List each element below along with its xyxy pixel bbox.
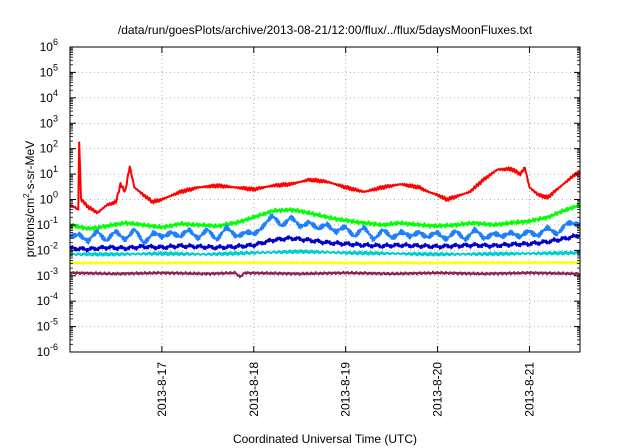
series-line-1 — [69, 141, 581, 215]
x-tick-label: 2013-8-17 — [155, 362, 169, 417]
x-tick-label: 2013-8-19 — [339, 362, 353, 417]
series-line-6 — [69, 260, 581, 265]
y-tick-label: 105 — [40, 62, 58, 79]
x-axis: 2013-8-17 2013-8-18 2013-8-19 2013-8-20 2013… — [155, 47, 536, 417]
y-tick-label: 10-4 — [37, 291, 58, 308]
series-line-2 — [69, 202, 581, 231]
y-tick-label: 103 — [40, 113, 58, 130]
series-layer — [69, 141, 581, 279]
y-axis-label: protons/cm2-s-sr-MeV — [22, 141, 37, 257]
x-tick-label: 2013-8-21 — [522, 362, 536, 417]
y-tick-label: 102 — [40, 139, 58, 156]
grid — [70, 47, 580, 352]
series-line-5 — [69, 249, 581, 257]
y-tick-label: 104 — [40, 88, 58, 105]
y-tick-label: 10-5 — [37, 317, 58, 334]
y-tick-label: 106 — [40, 37, 58, 54]
y-tick-label: 10-1 — [37, 215, 58, 232]
x-axis-label: Coordinated Universal Time (UTC) — [233, 432, 417, 446]
y-tick-label: 101 — [40, 164, 58, 181]
y-tick-label: 10-3 — [37, 266, 58, 283]
x-tick-label: 2013-8-20 — [431, 362, 445, 417]
y-tick-label: 10-2 — [37, 240, 58, 257]
series-line-7 — [69, 270, 581, 279]
x-tick-label: 2013-8-18 — [247, 362, 261, 417]
series-line-4 — [69, 233, 581, 253]
chart-title: /data/run/goesPlots/archive/2013-08-21/1… — [118, 23, 533, 37]
series-line-3 — [69, 213, 581, 245]
y-tick-label: 100 — [40, 190, 58, 207]
y-tick-label: 10-6 — [37, 342, 58, 359]
y-axis: 10-6 10-5 10-4 10-3 10-2 10-1 100 101 102 103 104 1… — [37, 37, 580, 359]
